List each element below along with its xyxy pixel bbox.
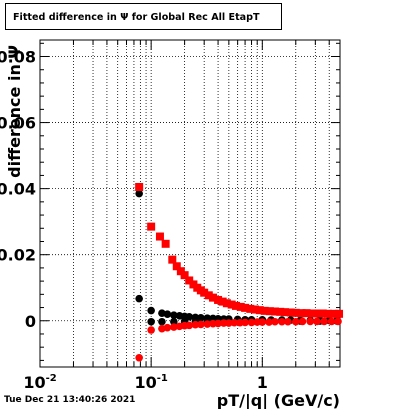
x-tick-label: 1 [257,373,268,392]
data-point-square [161,239,170,248]
data-point-circle [135,294,143,303]
data-point-circle [170,323,178,331]
data-point-circle [265,318,273,326]
data-point-circle [170,311,178,319]
x-tick-label: 10-2 [23,373,56,392]
x-tick-exponent: -2 [46,373,57,384]
y-tick-label: 0.02 [0,246,36,265]
data-point-square [200,288,209,297]
data-point-circle [185,321,194,330]
data-point-circle [258,318,267,326]
data-point-square [329,309,338,318]
y-axis-label: difference in Ψ [5,45,24,178]
data-point-circle [185,312,194,321]
data-point-circle [214,319,222,328]
data-point-square [241,303,250,312]
data-point-circle [306,317,315,326]
data-point-circle [203,320,212,328]
data-point-square [265,307,274,316]
data-point-square [312,309,321,318]
y-tick-label: 0 [25,312,36,331]
data-point-square [260,306,269,315]
data-point-square [236,302,245,311]
plot-frame [39,39,341,368]
data-point-circle [327,317,336,326]
x-tick-exponent: -1 [157,373,168,384]
data-point-square [180,271,189,280]
data-point-square [204,291,213,300]
data-point-circle [278,317,286,326]
data-point-square [218,297,227,306]
data-point-square [168,255,177,264]
data-point-square [251,305,260,314]
data-point-circle [147,317,155,326]
data-point-square [255,306,264,315]
data-point-circle [197,313,205,322]
data-point-circle [284,317,292,326]
data-point-square [227,300,236,309]
data-point-circle [158,317,166,326]
data-point-circle [163,310,172,318]
data-point-circle [334,317,342,326]
data-point-circle [170,317,178,326]
data-point-circle [230,318,239,327]
data-point-square [214,295,223,304]
data-point-circle [197,320,205,329]
timestamp: Tue Dec 21 13:40:26 2021 [4,395,136,405]
data-point-square [291,308,300,317]
data-point-circle [163,323,172,332]
data-point-circle [320,317,328,326]
data-point-circle [225,319,233,327]
y-tick-label: 0.04 [0,180,36,199]
data-point-square [147,222,156,231]
data-point-square [135,182,144,191]
data-point-circle [135,189,143,198]
chart-title: Fitted difference in Ψ for Global Rec Al… [13,12,260,23]
data-point-circle [271,317,279,326]
data-point-square [270,307,279,316]
data-point-square [318,309,327,318]
data-point-square [246,304,255,313]
x-tick-label: 10-1 [134,373,167,392]
data-point-circle [191,320,200,329]
data-point-square [276,307,285,316]
y-tick-label: 0.06 [0,114,36,133]
chart-title-box: Fitted difference in Ψ for Global Rec Al… [5,3,282,30]
data-point-square [155,232,164,241]
data-point-square [302,309,311,318]
data-point-circle [147,306,155,315]
x-axis-label: pT/|q| (GeV/c) [217,391,340,409]
data-point-circle [135,353,143,362]
data-point-circle [298,317,307,326]
data-point-square [335,309,344,318]
data-point-circle [313,317,321,326]
data-point-circle [147,326,155,334]
data-point-square [222,299,231,308]
data-point-square [172,262,181,271]
data-point-square [185,276,194,285]
y-tick-label: 0.08 [0,48,36,67]
data-point-square [286,308,295,317]
data-point-circle [247,318,256,327]
data-point-square [232,301,241,310]
data-point-circle [291,317,300,326]
data-point-square [324,309,333,318]
data-point-square [308,309,317,318]
data-point-square [280,308,289,317]
data-point-square [297,309,306,318]
data-point-circle [241,318,249,327]
data-point-square [208,293,217,302]
